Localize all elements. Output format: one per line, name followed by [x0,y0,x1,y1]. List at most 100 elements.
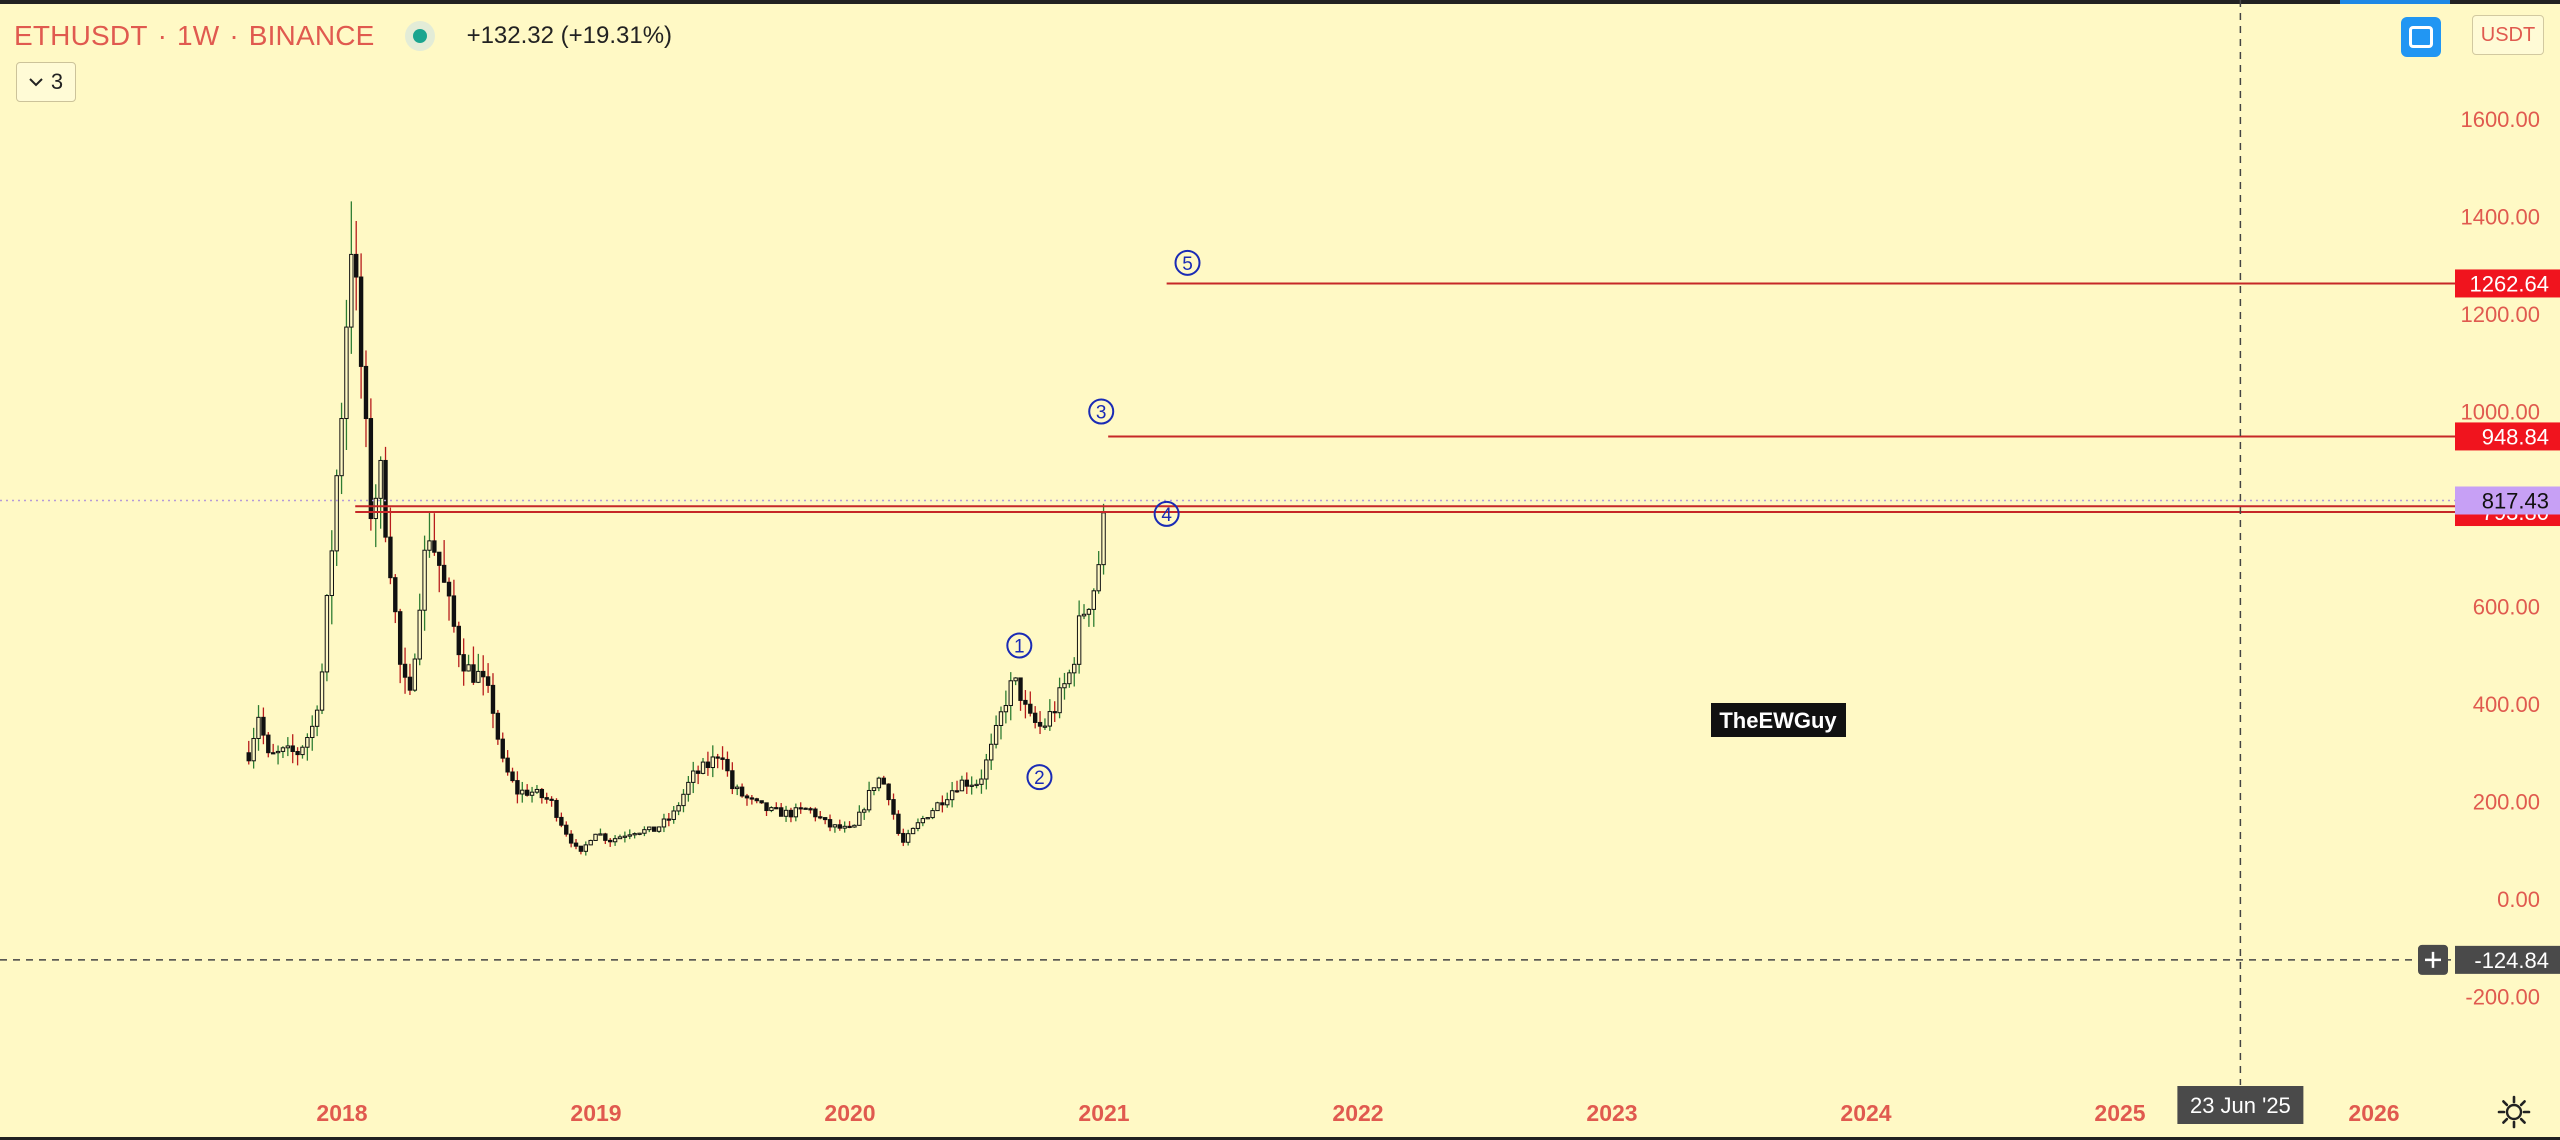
candle-body [1013,677,1018,682]
candle-body [520,789,525,795]
last-price-tag-bg [2455,486,2560,515]
candle-body [827,819,833,828]
x-tick-label: 2024 [1840,1100,1891,1126]
candle-body [481,670,486,678]
candle-body [886,783,891,801]
level-price-tag-bg [2455,422,2560,451]
candle-body [862,809,867,813]
candle-body [275,750,281,754]
candle-body [266,734,271,754]
candle-body [598,833,603,836]
symbol-name[interactable]: ETHUSDT [14,20,148,51]
interval[interactable]: 1W [176,20,220,51]
candle-body [720,757,725,760]
candle-body [651,826,657,832]
candle-body [246,752,251,762]
level-price-tag: 1262.64 [2469,271,2549,296]
chevron-down-icon [29,78,43,87]
candle-body [989,743,994,761]
level-lines [0,282,2455,514]
y-tick-label: 1600.00 [2460,107,2540,132]
candle-body [397,611,403,665]
candle-body [774,807,779,810]
candle-body [373,497,378,520]
candle-body [622,835,628,838]
candle-body [534,788,540,793]
candle-body [1096,564,1101,592]
candle-body [539,788,545,799]
candle-body [261,716,266,736]
wave-labels: 1 2 3 4 5 [1006,249,1201,791]
candle-body [954,790,960,793]
candle-body [764,802,769,812]
candle-body [500,738,505,759]
candle-body [661,818,667,828]
candle-body [1086,608,1092,615]
candle-body [881,777,886,785]
candle-body [842,825,847,829]
candle-body [295,751,300,756]
market-status-icon[interactable] [404,21,435,51]
candle-body [935,802,940,812]
candle-body [798,807,803,810]
candle-body [710,756,715,769]
candle-body [451,595,457,627]
candle-body [441,564,447,583]
candle-body [940,802,945,806]
wave-label-text: 4 [1161,505,1172,526]
candle-body [930,810,935,819]
candle-body [1003,705,1009,713]
time-axis[interactable]: 2018 2019 2020 2021 2022 2023 2024 2025 2026 [316,1100,2399,1126]
candle-body [1047,711,1053,727]
top-border-accent [2340,0,2450,4]
symbol-header[interactable]: ETHUSDT · 1W · BINANCE +132.32 (+19.31%) [14,16,672,56]
indicators-count: 3 [50,69,64,94]
price-change: +132.32 (+19.31%) [466,22,673,49]
wave-label-circle [1088,398,1115,425]
y-tick-label: 1400.00 [2460,205,2540,230]
candle-body [1028,703,1033,714]
candle-body [993,724,999,745]
candle-body [959,779,965,792]
candle-body [588,839,593,846]
candle-body [344,326,349,420]
exchange[interactable]: BINANCE [248,20,375,51]
price-axis[interactable]: 1600.001400.001200.001000.00800.00600.00… [2460,107,2540,1010]
candle-body [559,816,564,826]
candle-body [593,833,598,841]
wave-label-text: 1 [1014,637,1025,658]
candle-body [290,745,295,753]
candle-body [407,676,413,691]
candle-body [681,793,686,807]
candle-body [656,826,662,832]
candle-body [998,711,1004,726]
candle-body [730,770,735,790]
candle-body [300,746,305,756]
crosshair [0,0,2455,1085]
candle-body [695,770,701,774]
crosshair-price-tag: -124.84 [2474,948,2549,973]
candle-body [388,536,393,579]
candle-body [544,797,549,800]
candle-body [251,737,256,762]
crosshair-date-tag: 23 Jun '25 [2190,1093,2291,1118]
candle-body [422,549,427,611]
settings-icon[interactable] [2496,1094,2532,1130]
watermark-text: TheEWGuy [1719,708,1837,733]
candle-body [905,833,911,843]
x-tick-label: 2019 [570,1100,621,1126]
candle-body [549,798,554,801]
candle-body [1076,615,1082,665]
y-tick-label: -200.00 [2465,985,2540,1010]
candle-body [466,664,471,672]
candle-body [339,418,344,477]
fullscreen-icon[interactable] [2401,17,2441,57]
indicators-toggle[interactable]: 3 [16,62,76,102]
x-tick-label: 2018 [316,1100,367,1126]
candle-body [896,813,901,834]
y-tick-label: 600.00 [2473,595,2540,620]
candle-body [686,781,691,795]
currency-button[interactable]: USDT [2472,15,2544,55]
candle-body [964,779,969,787]
